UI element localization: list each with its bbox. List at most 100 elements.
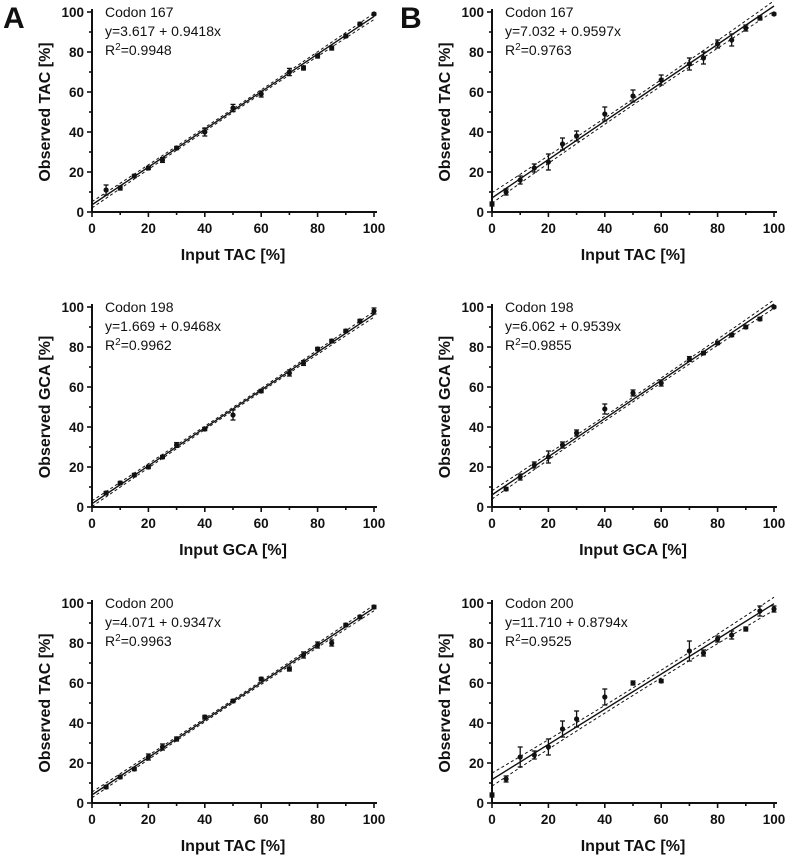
confidence-band-upper <box>491 596 775 774</box>
codon-title: Codon 167 <box>105 4 174 20</box>
data-point <box>329 45 335 51</box>
y-tick-label: 60 <box>469 676 484 691</box>
y-tick-label: 60 <box>69 380 84 395</box>
data-marker <box>630 680 636 686</box>
x-tick-label: 40 <box>597 516 612 531</box>
data-marker <box>202 129 208 135</box>
data-marker <box>357 21 363 27</box>
y-tick-label: 40 <box>69 420 84 435</box>
data-marker <box>602 694 608 700</box>
data-point <box>531 163 537 173</box>
data-marker <box>117 185 123 191</box>
data-point <box>329 338 335 344</box>
data-point <box>517 473 523 481</box>
data-marker <box>757 316 763 322</box>
data-marker <box>715 41 721 47</box>
data-point <box>517 175 523 185</box>
data-point <box>757 605 763 617</box>
r-squared-exponent: 2 <box>515 42 521 53</box>
data-point <box>300 65 307 71</box>
data-point <box>700 51 707 65</box>
x-tick-label: 40 <box>597 221 612 236</box>
x-axis-label: Input TAC [%] <box>181 838 286 855</box>
data-point <box>602 688 608 706</box>
r-squared-number: =0.9525 <box>521 633 572 649</box>
r-squared-value: R2=0.9855 <box>505 337 572 353</box>
data-point <box>559 720 566 738</box>
data-marker <box>202 714 208 720</box>
data-marker <box>630 93 636 99</box>
y-tick-label: 80 <box>469 45 484 60</box>
x-tick-label: 0 <box>488 516 496 531</box>
data-marker <box>343 33 349 39</box>
data-point <box>230 409 236 421</box>
data-point <box>329 639 335 647</box>
y-axis-label: Observed GCA [%] <box>37 336 54 479</box>
data-marker <box>315 642 321 648</box>
regression-line <box>91 313 375 505</box>
data-point <box>174 441 180 449</box>
data-marker <box>771 606 777 612</box>
regression-equation: y=4.071 + 0.9347x <box>105 614 221 630</box>
data-point <box>686 355 693 363</box>
y-tick-label: 60 <box>69 676 84 691</box>
regression-equation: y=6.062 + 0.9539x <box>505 318 621 334</box>
data-point <box>315 641 321 649</box>
chart-a1: 0 20 40 60 80 100 0 20 40 60 80 100 Input TAC [%] Obs… <box>37 4 385 264</box>
data-marker <box>574 716 580 722</box>
data-marker <box>489 201 495 207</box>
y-tick-label: 80 <box>469 636 484 651</box>
x-tick-label: 100 <box>763 221 786 236</box>
data-point <box>545 450 552 464</box>
data-marker <box>545 159 552 165</box>
x-tick-label: 100 <box>763 516 786 531</box>
data-marker <box>574 430 580 436</box>
data-marker <box>315 53 321 59</box>
data-point <box>771 605 777 613</box>
x-axis-label: Input TAC [%] <box>581 838 686 855</box>
data-marker <box>503 776 509 782</box>
r-squared-number: =0.9855 <box>521 337 572 353</box>
y-axis-label: Observed TAC [%] <box>37 42 54 181</box>
data-marker <box>131 766 137 772</box>
data-point <box>545 738 552 756</box>
y-tick-label: 20 <box>69 756 84 771</box>
data-point <box>715 39 721 49</box>
y-tick-label: 80 <box>469 340 484 355</box>
x-tick-label: 60 <box>254 516 269 531</box>
x-tick-label: 0 <box>488 812 496 827</box>
codon-title: Codon 167 <box>505 4 574 20</box>
data-marker <box>602 406 608 412</box>
data-marker <box>343 622 349 628</box>
data-marker <box>771 304 777 310</box>
data-marker <box>658 678 664 684</box>
data-point <box>574 429 580 437</box>
data-point <box>489 201 495 207</box>
data-marker <box>686 648 693 654</box>
data-marker <box>715 636 721 642</box>
data-marker <box>131 173 137 179</box>
data-point <box>357 21 363 27</box>
r-squared-prefix: R <box>505 42 515 58</box>
y-tick-label: 20 <box>469 756 484 771</box>
y-tick-label: 0 <box>476 205 484 220</box>
data-marker <box>258 676 264 682</box>
data-marker <box>630 390 636 396</box>
r-squared-number: =0.9763 <box>521 42 572 58</box>
r-squared-exponent: 2 <box>115 633 121 644</box>
data-point <box>202 426 208 432</box>
x-tick-label: 60 <box>654 812 669 827</box>
codon-title: Codon 198 <box>105 299 174 315</box>
data-marker <box>103 187 109 193</box>
x-tick-label: 0 <box>88 812 96 827</box>
y-tick-label: 20 <box>69 460 84 475</box>
data-point <box>117 774 123 780</box>
data-marker <box>545 454 552 460</box>
data-marker <box>743 25 749 31</box>
y-tick-label: 60 <box>469 380 484 395</box>
y-axis-label: Observed TAC [%] <box>37 633 54 772</box>
r-squared-exponent: 2 <box>515 633 521 644</box>
data-point <box>145 464 151 470</box>
confidence-band-upper <box>491 0 775 194</box>
